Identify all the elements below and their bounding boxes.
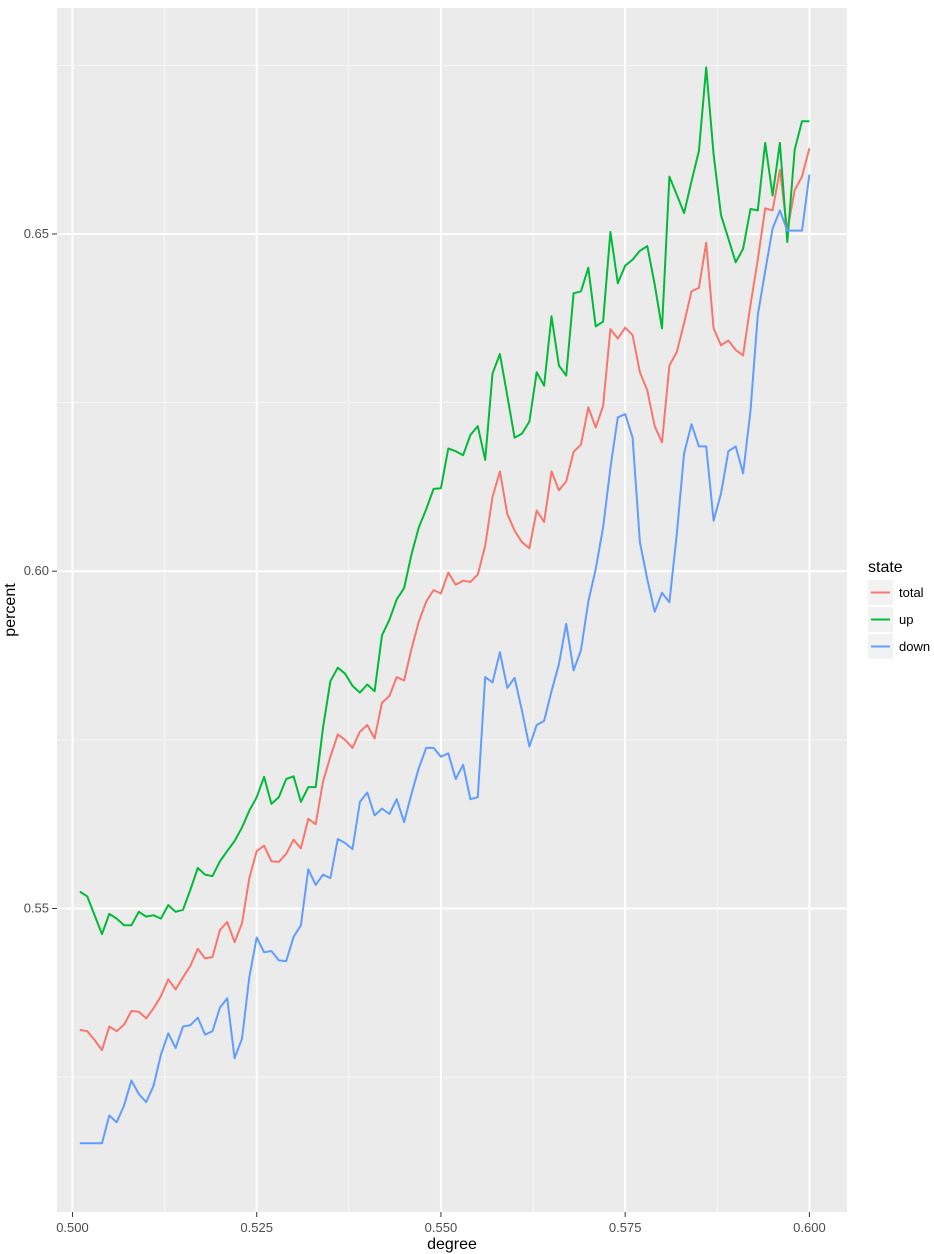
x-axis-title: degree xyxy=(427,1236,477,1253)
x-tick-label: 0.500 xyxy=(56,1220,89,1235)
y-tick-label: 0.55 xyxy=(24,900,49,915)
y-axis: 0.55 0.60 0.65 xyxy=(24,226,57,915)
legend: state total up down xyxy=(868,559,930,659)
x-tick-label: 0.575 xyxy=(609,1220,642,1235)
legend-label-total: total xyxy=(899,585,924,600)
y-tick-label: 0.60 xyxy=(24,563,49,578)
x-tick-label: 0.550 xyxy=(425,1220,458,1235)
legend-label-up: up xyxy=(899,612,913,627)
series-lines xyxy=(79,66,811,1145)
panel-background xyxy=(57,8,847,1212)
series-line-total xyxy=(79,148,811,1052)
x-tick-label: 0.600 xyxy=(793,1220,826,1235)
series-line-up xyxy=(79,66,810,936)
grid-minor xyxy=(57,8,847,1212)
series-line-down xyxy=(79,174,811,1145)
x-axis: 0.500 0.525 0.550 0.575 0.600 xyxy=(56,1212,826,1235)
x-tick-label: 0.525 xyxy=(240,1220,273,1235)
y-axis-title: percent xyxy=(2,583,19,637)
y-tick-label: 0.65 xyxy=(24,226,49,241)
legend-label-down: down xyxy=(899,639,930,654)
grid-major xyxy=(57,8,847,1212)
legend-title: state xyxy=(868,559,903,576)
